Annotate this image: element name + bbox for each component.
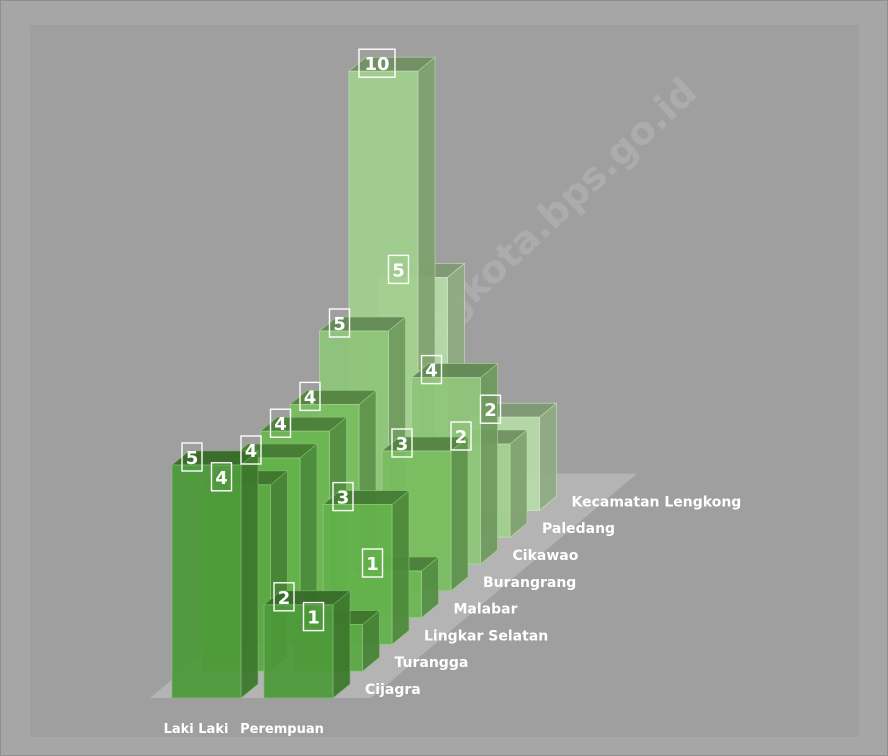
svg-text:4: 4 [274,414,287,435]
series-axis-label: Burangrang [483,575,576,591]
data-label: 1 [361,548,384,578]
data-label: 4 [240,435,262,465]
data-label: 4 [420,354,443,385]
svg-text:4: 4 [245,441,258,462]
series-axis-label: Paledang [542,521,615,537]
series-axis-label: Cijagra [365,682,421,698]
data-label: 3 [391,428,413,458]
data-label: 2 [479,394,502,424]
series-axis-label: Turangga [395,655,469,671]
svg-text:3: 3 [396,434,409,455]
series-axis-label: Cikawao [513,548,579,564]
bar-cijagra-1 [263,590,351,699]
data-label: 5 [328,308,351,338]
series-axis-label: Lingkar Selatan [424,628,548,644]
bar-cijagra-0 [171,450,259,699]
svg-text:1: 1 [366,554,379,575]
bars-layer [171,56,558,699]
data-label: 4 [210,462,233,492]
data-label: 4 [269,408,292,438]
svg-text:3: 3 [337,488,350,509]
svg-text:4: 4 [425,361,438,382]
data-label: 3 [332,481,354,512]
svg-text:4: 4 [215,468,228,489]
series-axis-label: Kecamatan Lengkong [572,494,742,510]
category-axis-label: Perempuan [240,722,324,737]
svg-text:2: 2 [484,400,497,421]
labels-layer: 52102544341434152CijagraTuranggaLingkar … [164,48,742,737]
svg-text:1: 1 [307,608,320,629]
data-label: 4 [299,381,321,412]
svg-text:2: 2 [278,588,291,609]
svg-text:4: 4 [304,387,317,408]
data-label: 5 [181,442,203,472]
data-label: 1 [302,601,325,632]
svg-text:5: 5 [392,260,405,281]
category-axis-label: Laki Laki [164,722,229,737]
svg-text:5: 5 [186,448,199,469]
data-label: 2 [450,421,472,451]
data-label: 10 [358,48,396,78]
svg-text:10: 10 [364,54,389,75]
svg-text:5: 5 [333,314,346,335]
data-label: 5 [387,254,410,285]
data-label: 2 [273,582,295,612]
svg-text:2: 2 [455,427,468,448]
series-axis-label: Malabar [454,602,518,618]
